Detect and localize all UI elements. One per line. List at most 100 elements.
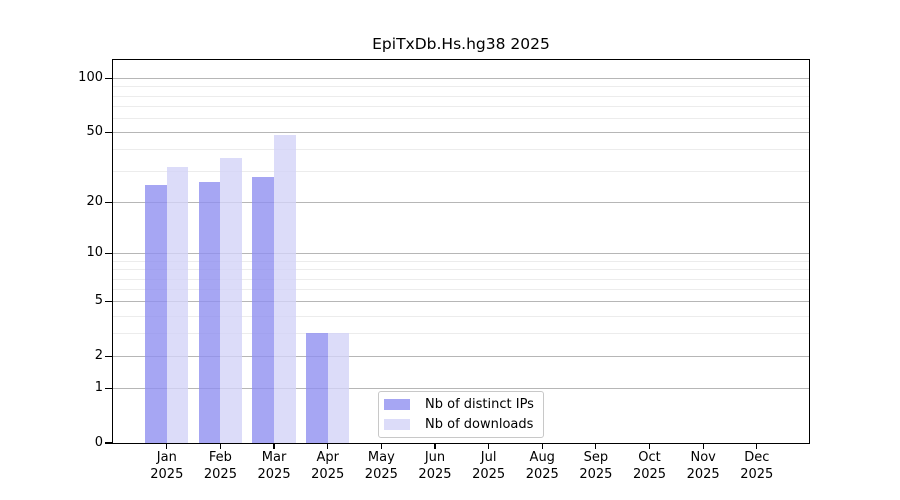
y-tick-label-20: 20 xyxy=(86,193,103,209)
minor-gridline xyxy=(113,171,809,173)
x-tick-year: 2025 xyxy=(311,466,345,482)
x-tick-label-jan: Jan 2025 xyxy=(135,450,199,483)
x-tick-label-dec: Dec 2025 xyxy=(725,450,789,483)
x-tick-label-nov: Nov 2025 xyxy=(671,450,735,483)
minor-gridline xyxy=(113,333,809,335)
y-tick-label-0: 0 xyxy=(94,434,103,450)
x-tick-month: Feb xyxy=(208,450,232,465)
x-tick-year: 2025 xyxy=(579,466,613,482)
x-tick-apr xyxy=(327,444,329,449)
x-tick-month: Sep xyxy=(583,450,609,465)
x-tick-label-apr: Apr 2025 xyxy=(296,450,360,483)
y-tick-label-1: 1 xyxy=(94,379,103,395)
x-tick-may xyxy=(380,444,382,449)
bar-jan-distinct-ips xyxy=(145,185,167,443)
minor-gridline xyxy=(113,269,809,271)
x-tick-oct xyxy=(648,444,651,449)
x-tick-year: 2025 xyxy=(418,466,452,482)
minor-gridline xyxy=(113,86,809,88)
major-gridline xyxy=(113,132,809,134)
minor-gridline xyxy=(113,289,809,291)
y-tick-20 xyxy=(105,201,112,203)
x-tick-dec xyxy=(756,444,758,449)
x-tick-year: 2025 xyxy=(525,466,559,482)
y-tick-5 xyxy=(105,300,112,302)
bar-feb-downloads xyxy=(220,157,243,443)
y-tick-label-2: 2 xyxy=(94,347,103,363)
y-tick-2 xyxy=(105,355,112,357)
legend-label-downloads: Nb of downloads xyxy=(425,417,534,432)
major-gridline xyxy=(113,356,809,358)
x-tick-month: Jan xyxy=(156,450,177,465)
legend-swatch-downloads xyxy=(384,419,410,430)
x-tick-label-jun: Jun 2025 xyxy=(403,450,467,483)
x-tick-aug xyxy=(541,444,543,449)
x-tick-year: 2025 xyxy=(740,466,774,482)
y-tick-1 xyxy=(105,387,112,389)
minor-gridline xyxy=(113,260,809,262)
x-tick-month: Jun xyxy=(424,450,446,465)
minor-gridline xyxy=(113,117,809,119)
bar-feb-distinct-ips xyxy=(198,182,221,443)
minor-gridline xyxy=(113,149,809,151)
y-tick-label-10: 10 xyxy=(86,244,103,260)
x-tick-year: 2025 xyxy=(150,466,184,482)
bar-mar-downloads xyxy=(274,135,296,443)
y-tick-label-100: 100 xyxy=(78,69,103,85)
legend-swatch-distinct-ips xyxy=(384,399,410,410)
bar-apr-distinct-ips xyxy=(306,333,328,443)
bar-apr-downloads xyxy=(327,333,350,443)
legend-item-distinct-ips: Nb of distinct IPs xyxy=(384,397,543,412)
x-tick-year: 2025 xyxy=(686,466,720,482)
x-tick-year: 2025 xyxy=(632,466,667,482)
minor-gridline xyxy=(113,95,809,97)
x-tick-month: May xyxy=(367,450,395,465)
x-tick-month: Nov xyxy=(690,450,716,465)
legend-label-distinct-ips: Nb of distinct IPs xyxy=(425,397,534,412)
x-tick-year: 2025 xyxy=(472,466,506,482)
chart-title: EpiTxDb.Hs.hg38 2025 xyxy=(372,35,550,53)
major-gridline xyxy=(113,253,809,255)
x-tick-label-sep: Sep 2025 xyxy=(564,450,628,483)
x-tick-jul xyxy=(488,444,490,449)
minor-gridline xyxy=(113,105,809,107)
x-tick-label-may: May 2025 xyxy=(349,450,413,483)
major-gridline xyxy=(113,301,809,303)
x-tick-month: Oct xyxy=(638,450,661,465)
minor-gridline xyxy=(113,315,809,317)
x-tick-label-mar: Mar 2025 xyxy=(242,450,306,483)
x-tick-year: 2025 xyxy=(203,466,237,482)
major-gridline xyxy=(113,388,809,390)
x-tick-label-aug: Aug 2025 xyxy=(510,450,574,483)
x-tick-label-jul: Jul 2025 xyxy=(457,450,521,483)
x-tick-sep xyxy=(595,444,597,449)
x-tick-month: Aug xyxy=(529,450,555,465)
minor-gridline xyxy=(113,278,809,280)
y-tick-label-5: 5 xyxy=(94,292,103,308)
y-tick-50 xyxy=(105,131,112,133)
bar-mar-distinct-ips xyxy=(252,176,275,443)
x-tick-month: Mar xyxy=(261,450,287,465)
x-tick-year: 2025 xyxy=(257,466,291,482)
x-tick-nov xyxy=(702,444,704,449)
x-tick-month: Jul xyxy=(480,450,497,465)
legend: Nb of distinct IPs Nb of downloads xyxy=(378,391,544,438)
x-tick-label-oct: Oct 2025 xyxy=(618,450,682,483)
legend-item-downloads: Nb of downloads xyxy=(384,417,543,432)
x-tick-month: Dec xyxy=(744,450,770,465)
y-tick-0 xyxy=(105,442,112,444)
bar-jan-downloads xyxy=(166,166,189,443)
y-tick-label-50: 50 xyxy=(86,123,103,139)
x-tick-mar xyxy=(273,444,275,449)
x-tick-feb xyxy=(219,444,222,449)
y-tick-100 xyxy=(105,77,112,79)
x-tick-year: 2025 xyxy=(364,466,398,482)
major-gridline xyxy=(113,78,809,80)
x-tick-label-feb: Feb 2025 xyxy=(188,450,252,483)
x-tick-month: Apr xyxy=(316,450,339,465)
x-tick-jan xyxy=(166,444,168,449)
x-tick-jun xyxy=(434,444,436,449)
major-gridline xyxy=(113,202,809,204)
y-tick-10 xyxy=(105,252,112,254)
